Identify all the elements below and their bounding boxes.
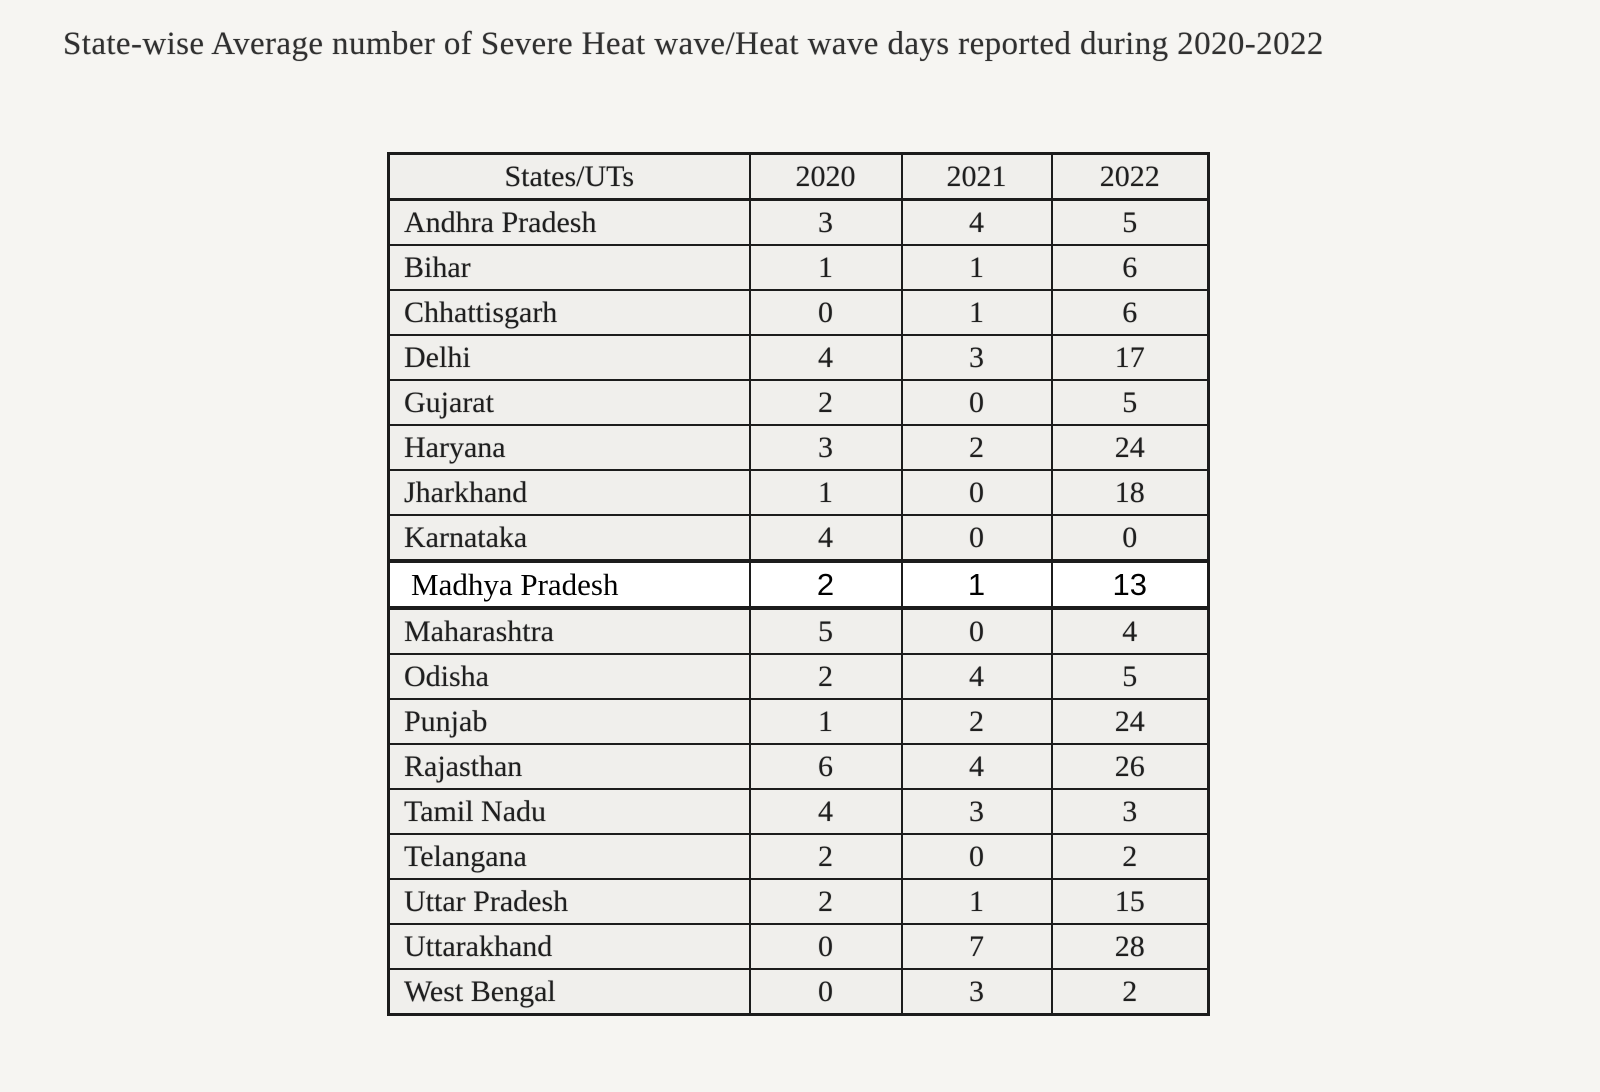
value-cell-2021: 0 [900,379,1053,426]
table-row: Madhya Pradesh 2 1 13 [387,559,1210,610]
state-name-cell: West Bengal [387,968,751,1016]
table-row: Odisha 2 4 5 [387,653,1210,700]
value-cell-2022: 24 [1050,698,1210,745]
value-cell-2020: 1 [748,469,903,516]
value-cell-2021: 4 [900,743,1053,790]
table-row: Maharashtra 5 0 4 [387,607,1210,655]
value-cell-2022: 3 [1050,788,1210,835]
value-cell-2022: 2 [1050,968,1210,1016]
value-cell-2022: 6 [1050,289,1210,336]
value-cell-2022: 5 [1050,653,1210,700]
state-name-cell: Haryana [387,424,751,471]
value-cell-2020: 6 [748,743,903,790]
column-header-2021: 2021 [900,152,1053,201]
table-row: Punjab 1 2 24 [387,698,1210,745]
value-cell-2020: 4 [748,788,903,835]
table-row: Chhattisgarh 0 1 6 [387,289,1210,336]
state-name-cell: Uttar Pradesh [387,878,751,925]
state-name-cell: Telangana [387,833,751,880]
state-name-cell: Delhi [387,334,751,381]
state-name-cell: Rajasthan [387,743,751,790]
column-header-states: States/UTs [387,152,751,201]
table-row: Delhi 4 3 17 [387,334,1210,381]
value-cell-2020: 0 [748,923,903,970]
value-cell-2021: 1 [900,559,1053,610]
value-cell-2021: 7 [900,923,1053,970]
table-row: Andhra Pradesh 3 4 5 [387,198,1210,246]
value-cell-2020: 4 [748,334,903,381]
table-header: States/UTs 2020 2021 2022 [387,152,1210,201]
state-name-cell: Andhra Pradesh [387,198,751,246]
state-name-cell: Madhya Pradesh [387,559,751,610]
value-cell-2022: 15 [1050,878,1210,925]
table-row: Karnataka 4 0 0 [387,514,1210,562]
state-name-cell: Maharashtra [387,607,751,655]
state-name-cell: Tamil Nadu [387,788,751,835]
value-cell-2022: 13 [1050,559,1210,610]
value-cell-2020: 2 [748,833,903,880]
state-name-cell: Karnataka [387,514,751,562]
value-cell-2021: 3 [900,788,1053,835]
table-row: Jharkhand 1 0 18 [387,469,1210,516]
state-name-cell: Uttarakhand [387,923,751,970]
value-cell-2020: 2 [748,559,903,610]
value-cell-2021: 2 [900,424,1053,471]
value-cell-2020: 2 [748,379,903,426]
table-row: Rajasthan 6 4 26 [387,743,1210,790]
value-cell-2021: 0 [900,514,1053,562]
table-row: Uttar Pradesh 2 1 15 [387,878,1210,925]
value-cell-2022: 18 [1050,469,1210,516]
table-body: Andhra Pradesh 3 4 5 Bihar 1 1 6 Chhattisgarh 0 1 6… [387,198,1210,1016]
value-cell-2022: 2 [1050,833,1210,880]
table-row: Uttarakhand 0 7 28 [387,923,1210,970]
value-cell-2020: 3 [748,424,903,471]
value-cell-2020: 2 [748,653,903,700]
value-cell-2021: 1 [900,878,1053,925]
column-header-2020: 2020 [748,152,903,201]
value-cell-2022: 6 [1050,244,1210,291]
state-name-cell: Bihar [387,244,751,291]
value-cell-2021: 3 [900,334,1053,381]
value-cell-2020: 2 [748,878,903,925]
state-name-cell: Odisha [387,653,751,700]
table-row: Gujarat 2 0 5 [387,379,1210,426]
value-cell-2022: 17 [1050,334,1210,381]
table-row: Bihar 1 1 6 [387,244,1210,291]
column-header-2022: 2022 [1050,152,1210,201]
value-cell-2021: 0 [900,833,1053,880]
value-cell-2022: 5 [1050,379,1210,426]
value-cell-2020: 1 [748,698,903,745]
value-cell-2022: 4 [1050,607,1210,655]
value-cell-2022: 0 [1050,514,1210,562]
value-cell-2021: 4 [900,198,1053,246]
value-cell-2021: 1 [900,289,1053,336]
state-name-cell: Jharkhand [387,469,751,516]
table-row: Haryana 3 2 24 [387,424,1210,471]
value-cell-2020: 0 [748,289,903,336]
table-row: Telangana 2 0 2 [387,833,1210,880]
value-cell-2021: 4 [900,653,1053,700]
state-name-cell: Chhattisgarh [387,289,751,336]
value-cell-2022: 28 [1050,923,1210,970]
header-row: States/UTs 2020 2021 2022 [387,152,1210,201]
state-name-cell: Punjab [387,698,751,745]
page-title: State-wise Average number of Severe Heat… [63,26,1324,62]
value-cell-2021: 3 [900,968,1053,1016]
value-cell-2021: 2 [900,698,1053,745]
value-cell-2021: 0 [900,607,1053,655]
value-cell-2020: 0 [748,968,903,1016]
value-cell-2020: 3 [748,198,903,246]
value-cell-2020: 5 [748,607,903,655]
table-row: Tamil Nadu 4 3 3 [387,788,1210,835]
table-row: West Bengal 0 3 2 [387,968,1210,1016]
value-cell-2022: 5 [1050,198,1210,246]
value-cell-2020: 4 [748,514,903,562]
heatwave-days-table: States/UTs 2020 2021 2022 Andhra Pradesh… [387,152,1210,1016]
value-cell-2022: 26 [1050,743,1210,790]
state-name-cell: Gujarat [387,379,751,426]
value-cell-2022: 24 [1050,424,1210,471]
value-cell-2021: 1 [900,244,1053,291]
value-cell-2020: 1 [748,244,903,291]
value-cell-2021: 0 [900,469,1053,516]
